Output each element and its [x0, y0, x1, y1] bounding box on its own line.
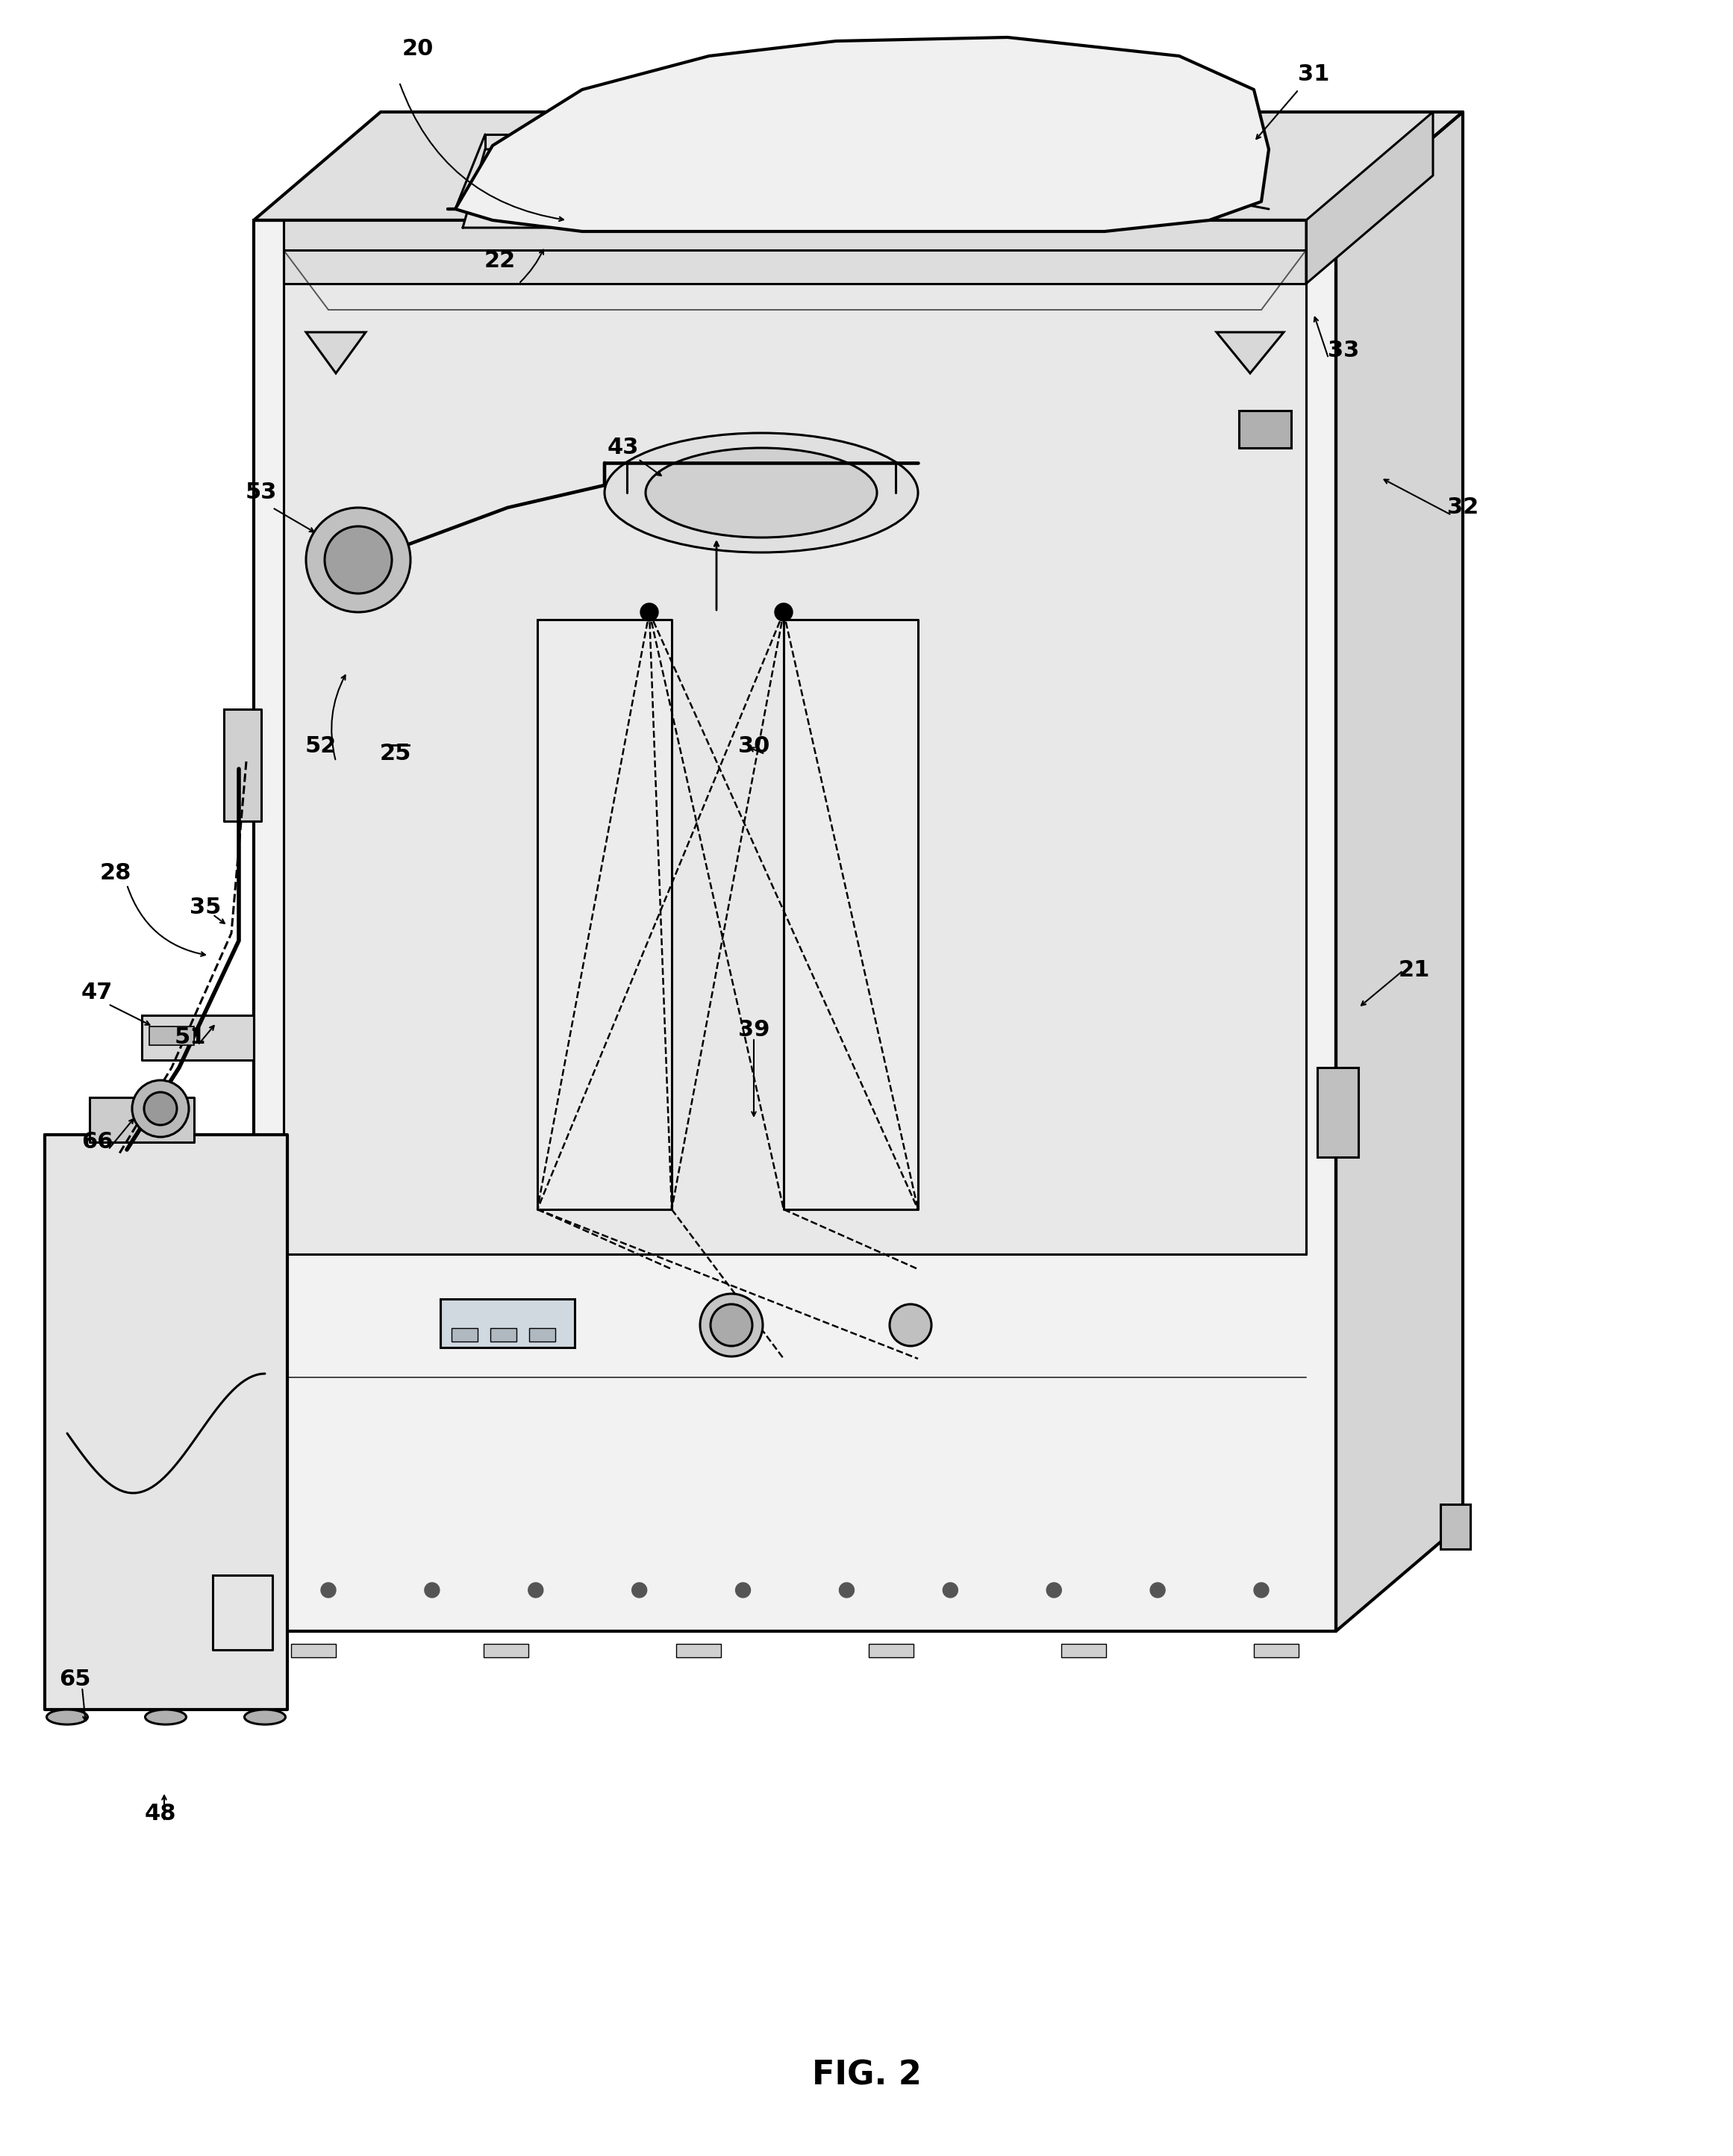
Text: 47: 47: [81, 983, 113, 1005]
Text: 28: 28: [101, 862, 132, 884]
Polygon shape: [253, 220, 1336, 1632]
Bar: [440, 1298, 575, 1348]
Polygon shape: [284, 220, 1307, 1255]
Text: 52: 52: [305, 735, 336, 757]
Bar: [490, 1328, 516, 1341]
Ellipse shape: [146, 1710, 185, 1725]
Circle shape: [1255, 1583, 1269, 1598]
Circle shape: [144, 1093, 177, 1125]
Bar: [1317, 1067, 1359, 1158]
Circle shape: [307, 507, 411, 612]
Circle shape: [1047, 1583, 1061, 1598]
Polygon shape: [284, 250, 1307, 1255]
Circle shape: [529, 1583, 542, 1598]
Text: 35: 35: [189, 897, 222, 918]
Bar: [452, 1328, 478, 1341]
Bar: [1440, 1505, 1470, 1548]
Circle shape: [839, 1583, 854, 1598]
Text: 31: 31: [1298, 65, 1329, 86]
Ellipse shape: [646, 448, 877, 537]
Polygon shape: [1217, 332, 1284, 373]
Bar: [529, 1328, 555, 1341]
Bar: [149, 1026, 194, 1046]
Polygon shape: [1307, 112, 1433, 285]
Text: 65: 65: [59, 1669, 90, 1690]
Polygon shape: [253, 112, 1463, 220]
Bar: [484, 1643, 529, 1658]
Polygon shape: [90, 1097, 194, 1143]
Polygon shape: [45, 1134, 288, 1710]
Polygon shape: [142, 1015, 253, 1061]
Polygon shape: [284, 220, 1307, 285]
Text: 21: 21: [1399, 959, 1430, 981]
Circle shape: [700, 1294, 763, 1356]
Text: 66: 66: [81, 1132, 113, 1153]
Ellipse shape: [605, 433, 918, 552]
Bar: [1255, 1643, 1298, 1658]
Circle shape: [889, 1304, 931, 1345]
Circle shape: [735, 1583, 750, 1598]
Circle shape: [321, 1583, 336, 1598]
Text: 22: 22: [484, 250, 516, 272]
Text: 33: 33: [1327, 341, 1359, 362]
Polygon shape: [447, 37, 1269, 231]
Polygon shape: [537, 619, 672, 1210]
Circle shape: [324, 526, 392, 593]
Polygon shape: [307, 332, 366, 373]
Text: 53: 53: [246, 483, 277, 505]
Circle shape: [1151, 1583, 1165, 1598]
Circle shape: [943, 1583, 958, 1598]
Ellipse shape: [244, 1710, 286, 1725]
Text: 30: 30: [738, 735, 769, 757]
Bar: [868, 1643, 913, 1658]
Circle shape: [641, 604, 659, 621]
Text: 32: 32: [1447, 496, 1478, 517]
Bar: [1239, 410, 1291, 448]
Bar: [676, 1643, 721, 1658]
Polygon shape: [463, 149, 896, 229]
Polygon shape: [783, 619, 918, 1210]
Text: 25: 25: [380, 744, 411, 765]
Circle shape: [711, 1304, 752, 1345]
Text: 51: 51: [175, 1026, 206, 1048]
Text: FIG. 2: FIG. 2: [811, 2059, 922, 2091]
Text: 20: 20: [402, 37, 433, 60]
Circle shape: [775, 604, 792, 621]
Text: 39: 39: [738, 1020, 769, 1041]
Ellipse shape: [47, 1710, 88, 1725]
Circle shape: [425, 1583, 440, 1598]
Bar: [1061, 1643, 1106, 1658]
Circle shape: [633, 1583, 646, 1598]
Polygon shape: [1336, 112, 1463, 1632]
Bar: [291, 1643, 336, 1658]
Text: 48: 48: [144, 1802, 177, 1824]
Circle shape: [132, 1080, 189, 1136]
Text: 43: 43: [607, 438, 639, 459]
Polygon shape: [224, 709, 262, 821]
